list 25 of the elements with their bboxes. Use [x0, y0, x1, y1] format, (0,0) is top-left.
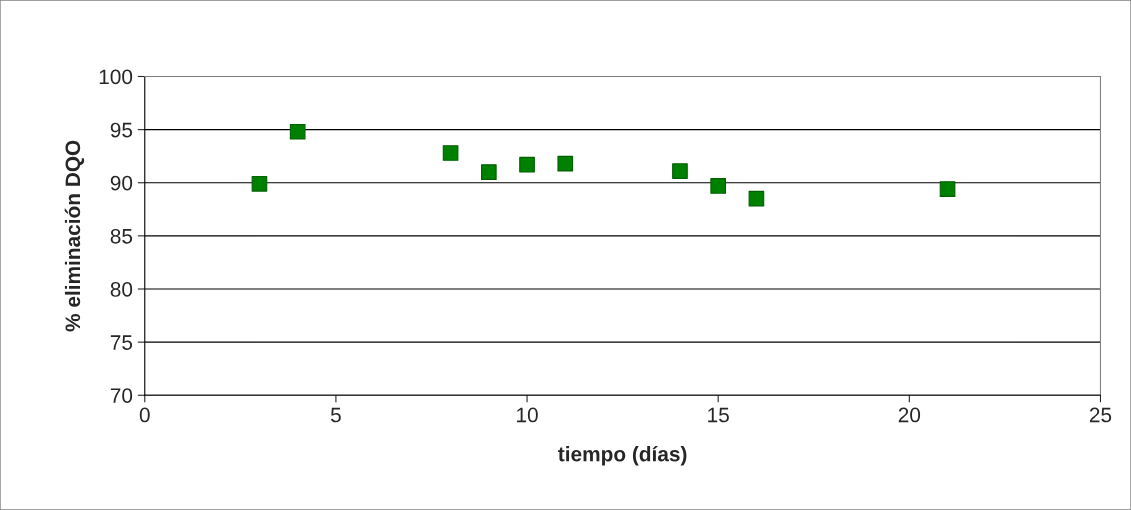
point — [748, 190, 765, 207]
x-tick-label: 10 — [517, 407, 538, 423]
y-tick-label: 90 — [110, 175, 133, 191]
point — [672, 163, 688, 179]
point — [519, 156, 535, 173]
y-tick-label: 70 — [110, 388, 133, 403]
y-tick-label: 95 — [110, 122, 133, 138]
x-tick-label: 15 — [708, 407, 729, 423]
point — [480, 164, 497, 180]
point — [289, 123, 306, 140]
point — [939, 181, 956, 197]
point — [557, 155, 574, 172]
x-axis-title: tiempo (días) — [558, 445, 687, 466]
point — [442, 145, 459, 161]
x-tick-label: 0 — [139, 407, 150, 423]
y-axis-title: % eliminación DQO — [64, 140, 85, 332]
point — [251, 175, 268, 192]
x-tick-label: 25 — [1089, 407, 1112, 423]
y-tick-label: 85 — [110, 228, 133, 244]
x-tick-label: 5 — [330, 407, 341, 423]
y-tick-label: 100 — [99, 69, 133, 85]
y-tick-label: 80 — [110, 282, 133, 297]
x-tick-label: 20 — [898, 407, 921, 423]
y-tick-label: 75 — [110, 335, 133, 350]
point — [710, 178, 727, 194]
